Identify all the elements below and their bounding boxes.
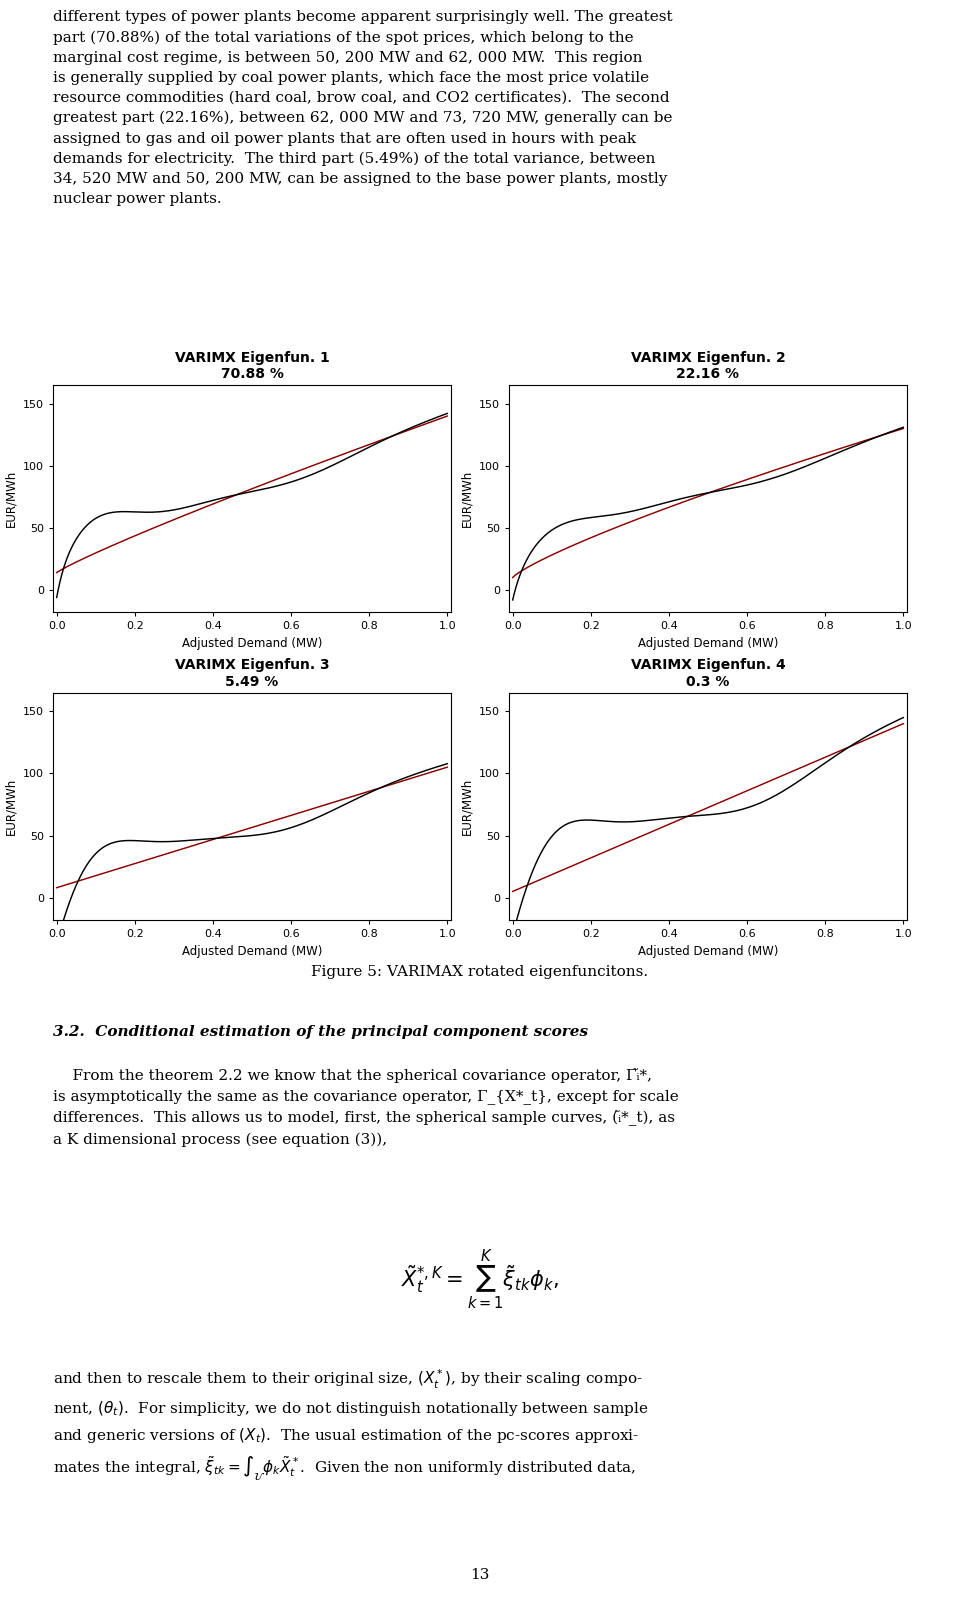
Text: different types of power plants become apparent surprisingly well. The greatest
: different types of power plants become a… [53, 10, 672, 207]
X-axis label: Adjusted Demand (MW): Adjusted Demand (MW) [637, 945, 779, 958]
Text: Figure 5: VARIMAX rotated eigenfuncitons.: Figure 5: VARIMAX rotated eigenfuncitons… [311, 965, 649, 979]
Y-axis label: EUR/MWh: EUR/MWh [460, 778, 473, 835]
Y-axis label: EUR/MWh: EUR/MWh [460, 470, 473, 528]
Title: VARIMX Eigenfun. 1
70.88 %: VARIMX Eigenfun. 1 70.88 % [175, 351, 329, 380]
Text: and then to rescale them to their original size, $(X_t^*)$, by their scaling com: and then to rescale them to their origin… [53, 1367, 649, 1483]
Title: VARIMX Eigenfun. 3
5.49 %: VARIMX Eigenfun. 3 5.49 % [175, 658, 329, 689]
X-axis label: Adjusted Demand (MW): Adjusted Demand (MW) [637, 637, 779, 650]
Y-axis label: EUR/MWh: EUR/MWh [4, 470, 17, 528]
X-axis label: Adjusted Demand (MW): Adjusted Demand (MW) [181, 637, 323, 650]
Title: VARIMX Eigenfun. 2
22.16 %: VARIMX Eigenfun. 2 22.16 % [631, 351, 785, 380]
Title: VARIMX Eigenfun. 4
0.3 %: VARIMX Eigenfun. 4 0.3 % [631, 658, 785, 689]
Text: 3.2.  Conditional estimation of the principal component scores: 3.2. Conditional estimation of the princ… [53, 1026, 588, 1038]
Text: $\tilde{X}_t^{*,K} = \sum_{k=1}^{K} \tilde{\xi}_{tk} \phi_k,$: $\tilde{X}_t^{*,K} = \sum_{k=1}^{K} \til… [401, 1249, 559, 1311]
X-axis label: Adjusted Demand (MW): Adjusted Demand (MW) [181, 945, 323, 958]
Y-axis label: EUR/MWh: EUR/MWh [4, 778, 17, 835]
Text: From the theorem 2.2 we know that the spherical covariance operator, Γᵢ̃*,
is as: From the theorem 2.2 we know that the sp… [53, 1067, 679, 1146]
Text: 13: 13 [470, 1568, 490, 1583]
